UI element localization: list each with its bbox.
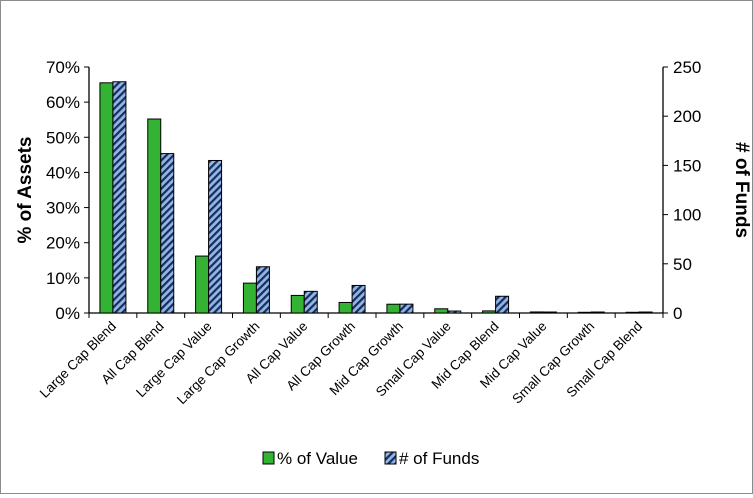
bar-pct-value [195, 255, 210, 314]
bar-pct-value [625, 311, 640, 314]
y2-tick-label: 200 [673, 107, 701, 126]
y-tick-label: 0% [55, 304, 80, 323]
bar-pct-value [242, 282, 257, 314]
bar-pct-value [529, 311, 544, 314]
bar-num-funds [255, 266, 270, 314]
bar-num-funds [495, 295, 510, 314]
legend-label-num-funds: # of Funds [399, 449, 479, 468]
bar-pct-value [386, 303, 401, 314]
y-tick-label: 40% [46, 163, 80, 182]
bar-num-funds [399, 303, 414, 314]
legend: % of Value # of Funds [262, 449, 479, 468]
y2-tick-label: 0 [673, 304, 682, 323]
bar-num-funds [303, 290, 318, 314]
y-axis-title: % of Assets [15, 137, 36, 244]
bar-num-funds [447, 310, 462, 314]
y2-tick-label: 150 [673, 156, 701, 175]
y-tick-label: 60% [46, 93, 80, 112]
bar-pct-value [482, 310, 497, 314]
x-category-label: Large Cap Blend [37, 319, 119, 401]
y-tick-label: 70% [46, 58, 80, 77]
legend-swatch-num-funds [384, 451, 397, 465]
y-tick-label: 20% [46, 234, 80, 253]
y2-tick-label: 50 [673, 255, 692, 274]
x-category-label: Small Cap Growth [509, 319, 597, 407]
bar-num-funds [590, 311, 605, 314]
bar-pct-value [577, 311, 592, 314]
axes-layer: 0% 10% 20% 30% 40% 50% 60% 70% 0 50 100 150 200 250 [46, 58, 701, 323]
y-tick-label: 50% [46, 128, 80, 147]
bar-num-funds [208, 159, 223, 314]
bar-num-funds [112, 81, 127, 314]
y-tick-label: 10% [46, 269, 80, 288]
legend-swatch-pct-value [262, 451, 275, 465]
y2-tick-label: 250 [673, 58, 701, 77]
bar-num-funds [160, 153, 175, 314]
bar-num-funds [351, 284, 366, 314]
bar-pct-value [290, 294, 305, 314]
y2-axis-title: # of Funds [731, 142, 752, 238]
y-tick-label: 30% [46, 199, 80, 218]
bar-num-funds [638, 311, 653, 314]
bar-num-funds [542, 311, 557, 314]
bar-pct-value [338, 301, 353, 314]
y2-tick-label: 100 [673, 206, 701, 225]
bar-pct-value [99, 82, 114, 314]
bar-pct-value [434, 308, 449, 314]
x-category-label: Large Cap Growth [174, 319, 263, 408]
bar-pct-value [147, 118, 162, 314]
legend-label-pct-value: % of Value [277, 449, 358, 468]
bars-layer [99, 81, 653, 314]
